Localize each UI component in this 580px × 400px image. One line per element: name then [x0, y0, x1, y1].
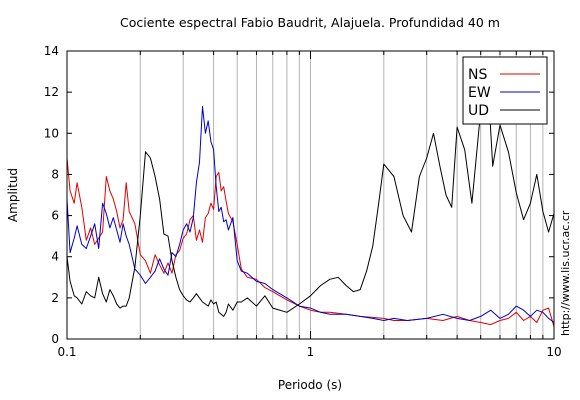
x-tick-label: 1: [307, 345, 315, 359]
legend-label-ew: EW: [468, 85, 491, 101]
credit-url: http://www.lis.ucr.ac.cr: [559, 210, 572, 336]
plot-area: [66, 62, 555, 327]
y-axis-ticks: 0 2 4 6 8 10 12 14: [44, 44, 554, 346]
vertical-grid: [66, 51, 544, 339]
legend: NS EW UD: [462, 56, 548, 125]
y-tick-label: 10: [44, 126, 59, 140]
series-line-ns: [66, 157, 555, 327]
y-tick-label: 2: [51, 291, 59, 305]
x-axis-ticks: 0.1 1 10: [57, 51, 562, 359]
legend-label-ns: NS: [468, 67, 487, 83]
series-line-ud: [66, 62, 555, 317]
chart-title: Cociente espectral Fabio Baudrit, Alajue…: [120, 15, 500, 30]
y-tick-label: 12: [44, 85, 59, 99]
x-axis-title: Periodo (s): [278, 378, 342, 392]
legend-label-ud: UD: [468, 103, 489, 119]
y-tick-label: 4: [51, 250, 59, 264]
y-axis-title: Amplitud: [6, 168, 20, 222]
x-tick-label: 10: [546, 345, 561, 359]
y-tick-label: 0: [51, 332, 59, 346]
y-tick-label: 8: [51, 167, 59, 181]
x-tick-label: 0.1: [57, 345, 76, 359]
legend-box: [462, 56, 548, 125]
y-tick-label: 6: [51, 209, 59, 223]
series-line-ew: [66, 106, 555, 323]
y-tick-label: 14: [44, 44, 59, 58]
